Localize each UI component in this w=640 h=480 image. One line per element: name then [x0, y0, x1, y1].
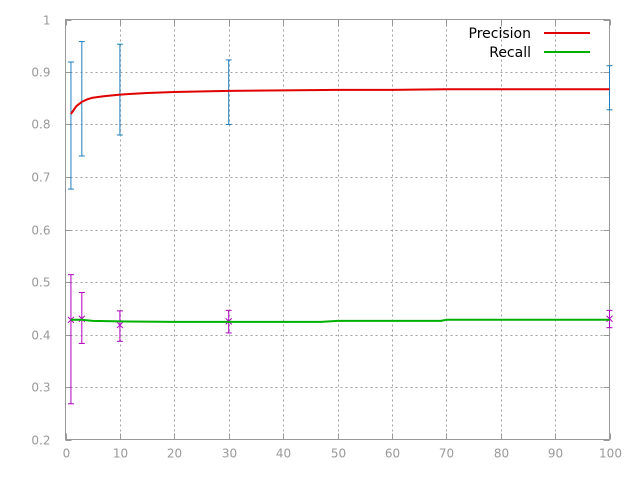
x-tick-label: 50 — [331, 447, 346, 461]
y-tick-label: 0.7 — [31, 171, 50, 185]
y-tick-label: 0.2 — [31, 434, 50, 448]
y-tick-label: 0.5 — [31, 276, 50, 290]
y-tick-label: 0.4 — [31, 329, 50, 343]
series-line-precision — [70, 88, 610, 115]
x-axis-ticks: 0 10 20 30 40 50 60 70 80 90 100 — [63, 19, 622, 461]
error-bar — [78, 292, 86, 344]
grid-lines — [65, 19, 610, 440]
y-tick-label: 0.8 — [31, 118, 50, 132]
x-tick-label: 0 — [63, 447, 71, 461]
y-axis-ticks: 0.2 0.3 0.4 0.5 0.6 0.7 0.8 0.9 1 — [31, 14, 610, 448]
legend-label-recall: Recall — [489, 45, 531, 61]
y-tick-label: 1 — [43, 14, 51, 28]
y-tick-label: 0.3 — [31, 381, 50, 395]
error-bar — [67, 274, 75, 405]
error-bar — [606, 65, 613, 111]
error-bar — [116, 310, 124, 342]
plot-frame — [65, 19, 610, 440]
error-bar — [78, 41, 85, 157]
x-tick-label: 70 — [439, 447, 454, 461]
error-bar — [225, 59, 232, 125]
x-tick-label: 100 — [599, 447, 622, 461]
x-tick-label: 30 — [222, 447, 237, 461]
data-point-marker — [116, 321, 124, 329]
series-line-recall — [70, 318, 610, 323]
y-tick-label: 0.6 — [31, 224, 50, 238]
legend-label-precision: Precision — [469, 26, 531, 42]
error-bar — [67, 61, 74, 190]
error-bars — [67, 41, 613, 405]
x-tick-label: 60 — [385, 447, 400, 461]
x-tick-label: 10 — [113, 447, 128, 461]
error-bar — [116, 43, 123, 136]
x-tick-label: 40 — [276, 447, 291, 461]
x-tick-label: 80 — [494, 447, 509, 461]
x-tick-label: 20 — [167, 447, 182, 461]
y-tick-label: 0.9 — [31, 66, 50, 80]
legend: Precision Recall — [469, 26, 590, 61]
series-lines — [70, 88, 610, 323]
x-tick-label: 90 — [548, 447, 563, 461]
